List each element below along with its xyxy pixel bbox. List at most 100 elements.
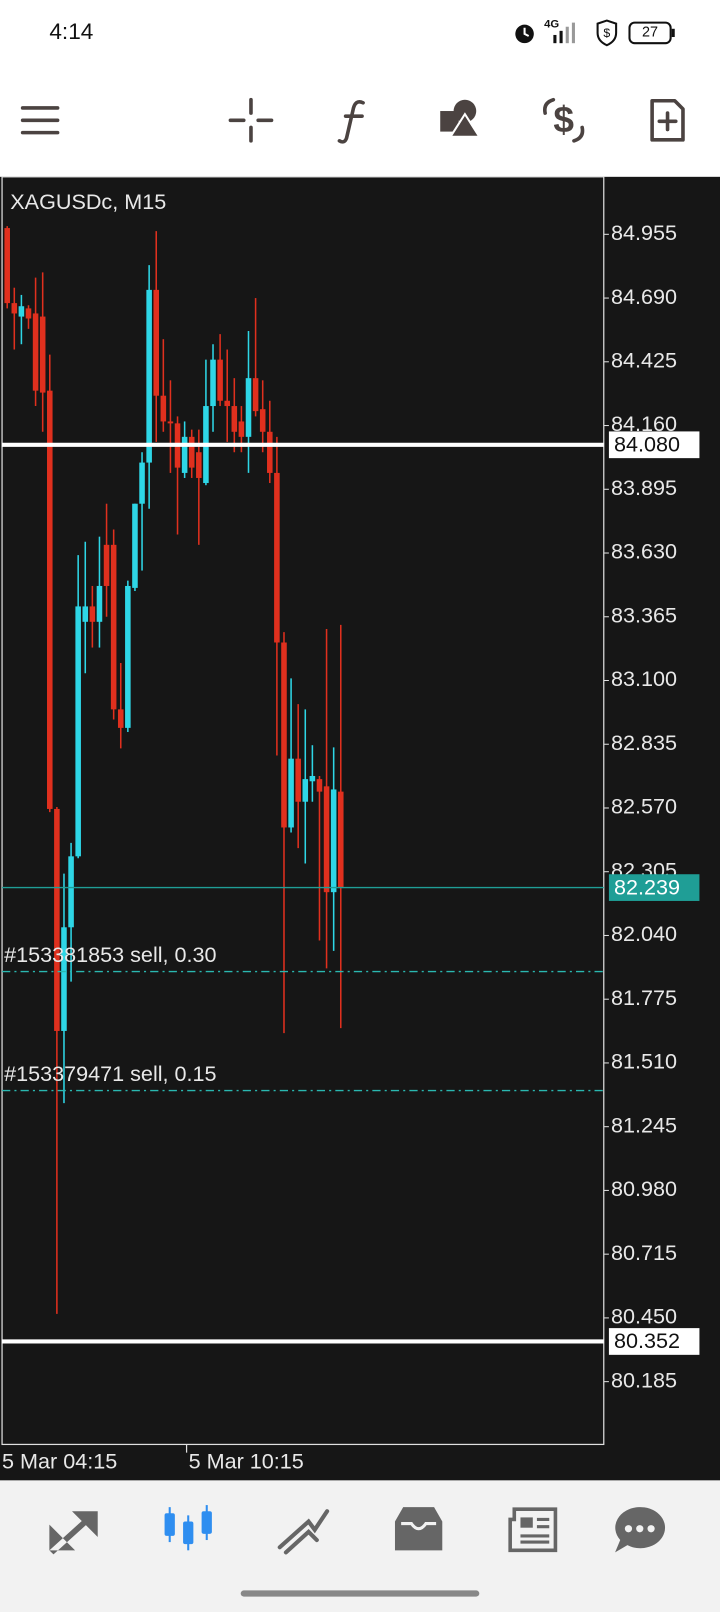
bottom-nav xyxy=(0,1480,720,1612)
history-tab[interactable] xyxy=(394,1507,443,1551)
candle-body xyxy=(47,390,53,809)
y-tick-label: 83.895 xyxy=(611,475,677,500)
alarm-icon xyxy=(515,24,534,44)
svg-text:$: $ xyxy=(553,98,574,140)
y-tick-label: 82.040 xyxy=(611,921,677,946)
indicators-button[interactable] xyxy=(337,99,365,144)
candle-body xyxy=(25,308,32,319)
trade-button[interactable]: $ xyxy=(543,97,585,143)
y-tick-label: 83.100 xyxy=(611,666,677,691)
y-tick-label: 84.425 xyxy=(611,348,677,373)
price-label-box xyxy=(608,874,700,901)
candle-body xyxy=(316,779,323,792)
candle-body xyxy=(323,786,330,893)
candle-body xyxy=(18,306,25,317)
candle-body xyxy=(274,472,280,643)
candle-body xyxy=(210,359,216,407)
candle-body xyxy=(110,544,117,710)
home-indicator xyxy=(240,1590,480,1597)
price-label: 80.352 xyxy=(614,1328,680,1353)
candle-body xyxy=(281,642,287,828)
candle-body xyxy=(132,503,138,588)
candle-body xyxy=(96,585,103,622)
candle-body xyxy=(238,421,245,437)
crosshair-button[interactable] xyxy=(228,97,274,143)
candle-body xyxy=(4,228,10,304)
price-label: 82.239 xyxy=(614,874,680,899)
chart-tab[interactable] xyxy=(164,1505,212,1551)
candle-body xyxy=(153,289,160,396)
candle-body xyxy=(181,436,188,473)
candle-body xyxy=(54,808,60,1031)
menu-button[interactable] xyxy=(20,106,60,135)
y-tick-label: 80.450 xyxy=(611,1304,677,1329)
y-tick-label: 80.980 xyxy=(611,1176,677,1201)
y-tick-label: 83.365 xyxy=(611,602,677,627)
svg-text:$: $ xyxy=(603,26,610,40)
candle-body xyxy=(11,303,18,314)
y-tick-label: 84.690 xyxy=(611,284,677,309)
status-time: 4:14 xyxy=(49,19,93,44)
candle-body xyxy=(61,927,67,1031)
candle-body xyxy=(224,400,230,407)
candle-body xyxy=(160,395,167,422)
y-tick-label: 82.570 xyxy=(611,794,677,819)
candle-body xyxy=(288,758,294,828)
candle-body xyxy=(32,313,39,391)
battery-icon xyxy=(628,21,675,45)
quotes-tab[interactable] xyxy=(49,1511,98,1555)
candle-body xyxy=(196,452,202,478)
chat-tab[interactable] xyxy=(615,1507,666,1553)
plot: 84.95584.69084.42584.16083.89583.63083.3… xyxy=(2,220,700,1474)
candle-body xyxy=(103,544,110,586)
candle-body xyxy=(68,856,74,928)
y-tick-label: 80.715 xyxy=(611,1240,677,1265)
shield-icon: $ xyxy=(596,19,618,47)
y-tick-label: 83.630 xyxy=(611,539,677,564)
y-tick-label: 82.835 xyxy=(611,730,677,755)
candle-body xyxy=(75,606,81,857)
candle-body xyxy=(89,606,96,622)
network-type: 4G xyxy=(544,19,559,31)
candle-body xyxy=(259,409,266,432)
candle-body xyxy=(295,758,301,802)
y-tick-label: 81.775 xyxy=(611,985,677,1010)
order-label: #153379471 sell, 0.15 xyxy=(4,1061,216,1086)
y-tick-label: 84.955 xyxy=(611,220,677,245)
trade-tab[interactable] xyxy=(277,1509,330,1555)
y-tick-label: 81.245 xyxy=(611,1112,677,1137)
news-tab[interactable] xyxy=(508,1507,558,1553)
candle-body xyxy=(267,431,273,473)
price-label-box xyxy=(608,1328,700,1355)
candle-body xyxy=(252,378,259,412)
battery-level: 27 xyxy=(642,25,658,41)
chart-background xyxy=(0,176,720,1481)
candle-body xyxy=(309,775,316,782)
price-label-box xyxy=(608,431,700,459)
order-label: #153381853 sell, 0.30 xyxy=(4,942,216,967)
y-tick-label: 81.510 xyxy=(611,1049,677,1074)
candle-body xyxy=(245,378,252,437)
x-tick-label: 5 Mar 10:15 xyxy=(189,1449,304,1474)
signal-icon xyxy=(553,22,575,44)
y-tick-label: 80.185 xyxy=(611,1367,677,1392)
x-tick-label: 5 Mar 04:15 xyxy=(2,1449,117,1474)
candle-body xyxy=(82,606,89,622)
candle-body xyxy=(117,709,124,728)
candle-body xyxy=(231,406,238,432)
chart-frame xyxy=(1,176,605,1446)
price-label: 84.080 xyxy=(614,432,680,457)
candle-body xyxy=(146,289,152,463)
top-background xyxy=(0,0,720,177)
new-order-button[interactable] xyxy=(650,98,685,142)
candle-body xyxy=(217,359,223,401)
candle-body xyxy=(125,585,131,728)
candle-body xyxy=(39,316,46,393)
candle-body xyxy=(139,462,145,504)
objects-button[interactable] xyxy=(440,99,482,138)
candle-body xyxy=(302,779,309,802)
candle-body xyxy=(167,421,174,424)
candle-body xyxy=(188,436,195,468)
